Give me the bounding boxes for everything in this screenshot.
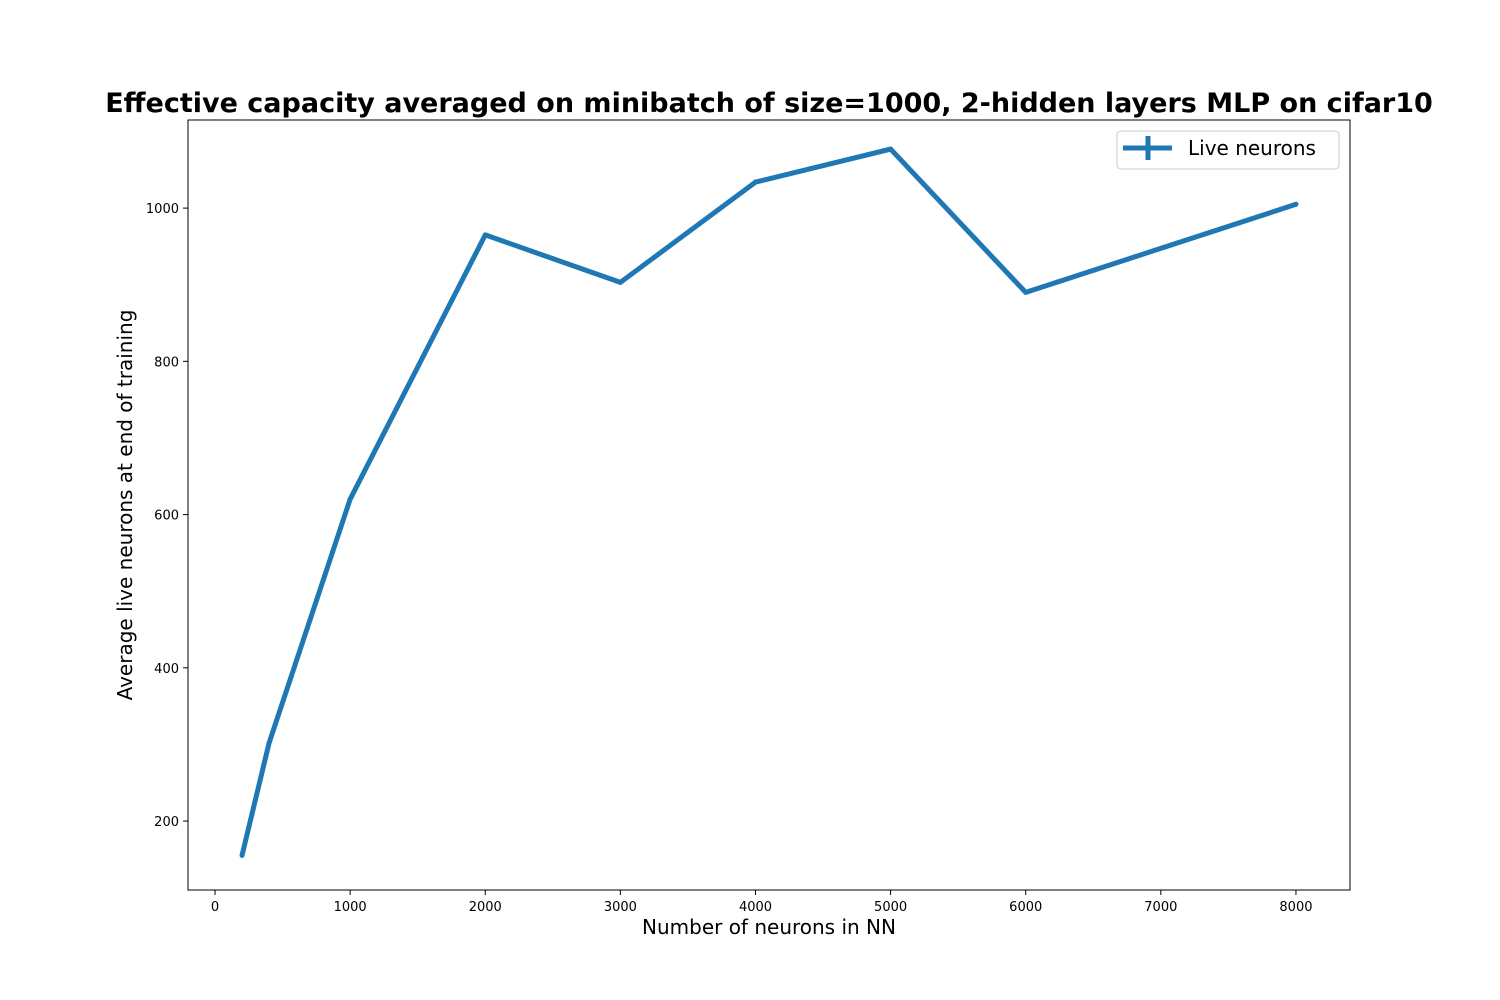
data-point <box>888 146 894 152</box>
legend-label-live-neurons: Live neurons <box>1188 136 1316 160</box>
data-point <box>239 853 245 859</box>
legend[interactable]: Live neurons <box>1116 130 1340 170</box>
x-axis-label: Number of neurons in NN <box>642 915 896 939</box>
y-tick-label: 200 <box>154 815 179 830</box>
plot-area <box>239 146 1299 859</box>
x-axis: 0 1000 2000 3000 4000 5000 6000 7000 8000 <box>211 890 1313 915</box>
y-axis: 200 400 600 800 1000 <box>146 202 188 830</box>
data-point <box>1293 201 1299 207</box>
chart-title: Effective capacity averaged on minibatch… <box>105 88 1433 119</box>
data-point <box>752 179 758 185</box>
x-tick-label: 3000 <box>604 900 637 915</box>
data-point <box>266 740 272 746</box>
y-tick-label: 1000 <box>146 202 179 217</box>
data-point <box>347 496 353 502</box>
data-point <box>482 232 488 238</box>
x-tick-label: 7000 <box>1144 900 1177 915</box>
y-tick-label: 800 <box>154 355 179 370</box>
plot-frame <box>187 119 1351 891</box>
y-tick-label: 600 <box>154 509 179 524</box>
x-tick-label: 4000 <box>739 900 772 915</box>
x-tick-label: 8000 <box>1279 900 1312 915</box>
x-tick-label: 5000 <box>874 900 907 915</box>
x-tick-label: 2000 <box>469 900 502 915</box>
series-line-0 <box>239 146 1297 857</box>
x-tick-label: 1000 <box>334 900 367 915</box>
x-tick-label: 0 <box>211 900 219 915</box>
legend-box <box>1116 130 1340 170</box>
data-point <box>617 279 623 285</box>
x-tick-label: 6000 <box>1009 900 1042 915</box>
data-point <box>1023 289 1029 295</box>
y-axis-label: Average live neurons at end of training <box>113 310 137 701</box>
y-tick-label: 400 <box>154 662 179 677</box>
